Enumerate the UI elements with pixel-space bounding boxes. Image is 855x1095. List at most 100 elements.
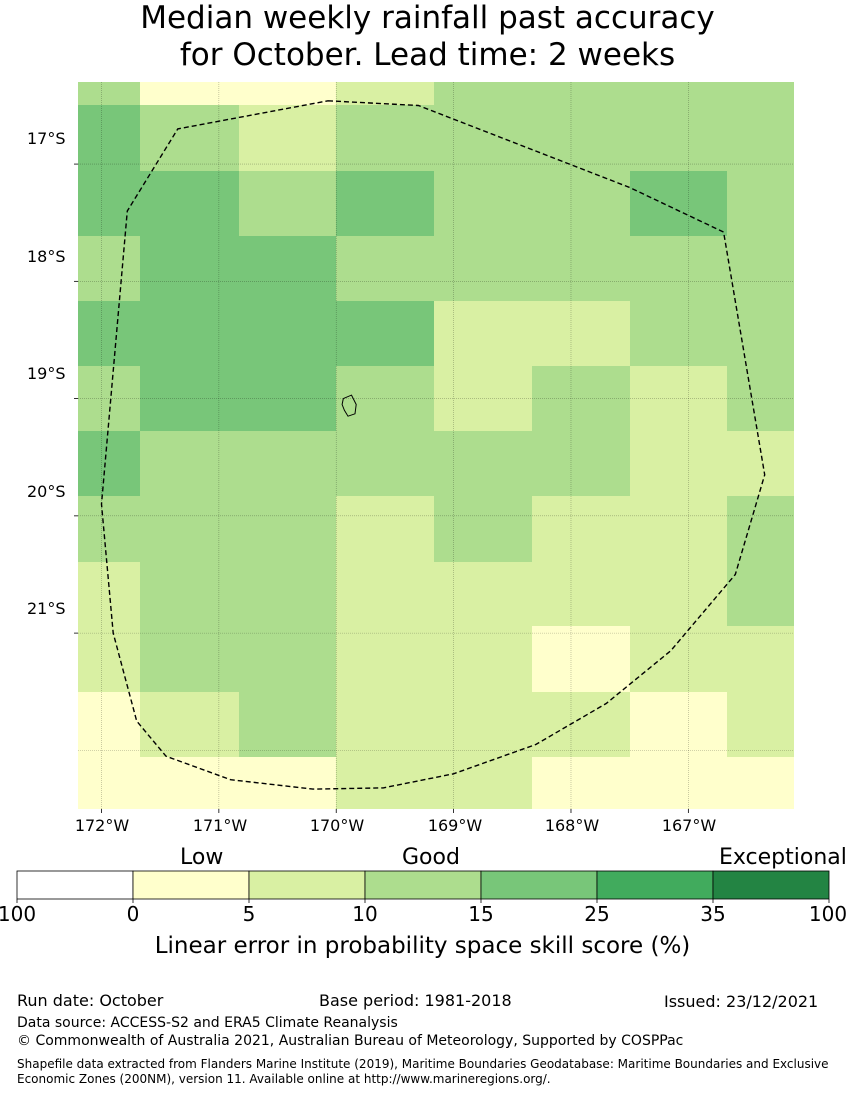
skill-cell <box>78 236 140 301</box>
skill-cell <box>78 431 140 496</box>
skill-cell <box>336 757 434 809</box>
skill-cell <box>434 105 532 171</box>
skill-cell <box>239 301 336 366</box>
chart-title: Median weekly rainfall past accuracy for… <box>0 0 855 74</box>
skill-cell <box>78 105 140 171</box>
skill-cell <box>532 431 630 496</box>
cbar-tick-label: 0 <box>126 902 140 926</box>
skill-cell <box>239 366 336 431</box>
skill-cell <box>78 82 140 105</box>
skill-cell <box>434 626 532 692</box>
lat-label-17s: 17°S <box>27 129 66 148</box>
skill-cell <box>140 82 239 105</box>
colorbar-segment <box>596 870 714 900</box>
cbar-tick-label: 15 <box>468 902 494 926</box>
skill-cell <box>336 171 434 236</box>
skill-cell <box>336 496 434 562</box>
skill-cell <box>434 692 532 757</box>
skill-cell <box>78 626 140 692</box>
colorbar-segment <box>480 870 598 900</box>
skill-cell <box>532 236 630 301</box>
copyright: © Commonwealth of Australia 2021, Austra… <box>17 1033 684 1049</box>
cbar-tick-label: 25 <box>584 902 610 926</box>
skill-cell <box>532 692 630 757</box>
skill-cell <box>727 431 794 496</box>
skill-cell <box>434 431 532 496</box>
cbar-tick-label: 100 <box>0 902 37 926</box>
skill-cell <box>630 431 727 496</box>
skill-cell <box>434 757 532 809</box>
skill-cell <box>78 692 140 757</box>
skill-cell <box>434 562 532 626</box>
skill-cell <box>239 431 336 496</box>
skill-cell <box>336 366 434 431</box>
skill-cell <box>727 105 794 171</box>
skill-cell <box>140 105 239 171</box>
skill-cell <box>630 105 727 171</box>
skill-cell <box>140 171 239 236</box>
skill-cell <box>336 562 434 626</box>
lat-label-21s: 21°S <box>27 599 66 618</box>
skill-cell <box>140 692 239 757</box>
skill-cell <box>434 496 532 562</box>
cbar-tick-label: 35 <box>700 902 726 926</box>
category-good: Good <box>402 845 460 870</box>
cbar-tick-label: 5 <box>242 902 256 926</box>
skill-cell <box>630 496 727 562</box>
lon-label-168w: 168°W <box>544 816 600 835</box>
skill-cell <box>434 82 532 105</box>
colorbar <box>16 870 830 903</box>
skill-cell <box>434 236 532 301</box>
skill-cell <box>434 171 532 236</box>
lon-label-171w: 171°W <box>192 816 248 835</box>
skill-cell <box>532 105 630 171</box>
skill-cell <box>630 626 727 692</box>
lat-label-19s: 19°S <box>27 364 66 383</box>
skill-cell <box>140 431 239 496</box>
cbar-tick-label: 10 <box>352 902 378 926</box>
skill-cell <box>532 366 630 431</box>
skill-cell <box>140 626 239 692</box>
skill-cell <box>239 692 336 757</box>
colorbar-segment <box>16 870 134 900</box>
colorbar-segment <box>248 870 366 900</box>
skill-cell <box>140 366 239 431</box>
skill-cell <box>630 757 727 809</box>
colorbar-segment <box>712 870 830 900</box>
skill-cell <box>336 301 434 366</box>
skill-cell <box>727 171 794 236</box>
island-outline <box>341 394 357 417</box>
skill-cell <box>336 692 434 757</box>
skill-cell <box>434 301 532 366</box>
skill-cell <box>78 301 140 366</box>
skill-cell <box>336 105 434 171</box>
lat-label-18s: 18°S <box>27 247 66 266</box>
skill-cell <box>630 366 727 431</box>
skill-cell <box>239 82 336 105</box>
skill-cell <box>78 366 140 431</box>
lon-label-167w: 167°W <box>661 816 717 835</box>
skill-cell <box>434 366 532 431</box>
skill-cell <box>727 496 794 562</box>
skill-cell <box>532 82 630 105</box>
skill-cell <box>727 692 794 757</box>
category-exceptional: Exceptional <box>719 845 847 870</box>
skill-cell <box>239 171 336 236</box>
skill-grid-cells <box>78 82 794 809</box>
skill-cell <box>239 236 336 301</box>
lon-label-170w: 170°W <box>309 816 365 835</box>
lon-label-169w: 169°W <box>427 816 483 835</box>
skill-cell <box>532 171 630 236</box>
skill-cell <box>727 626 794 692</box>
colorbar-segment <box>364 870 482 900</box>
skill-cell <box>78 496 140 562</box>
shapefile-credit-line-1: Shapefile data extracted from Flanders M… <box>17 1057 829 1071</box>
skill-cell <box>727 82 794 105</box>
lat-label-20s: 20°S <box>27 482 66 501</box>
skill-cell <box>727 757 794 809</box>
title-line-2: for October. Lead time: 2 weeks <box>179 37 676 73</box>
category-low: Low <box>180 845 224 870</box>
axis-ticks <box>74 163 689 813</box>
skill-cell <box>78 171 140 236</box>
